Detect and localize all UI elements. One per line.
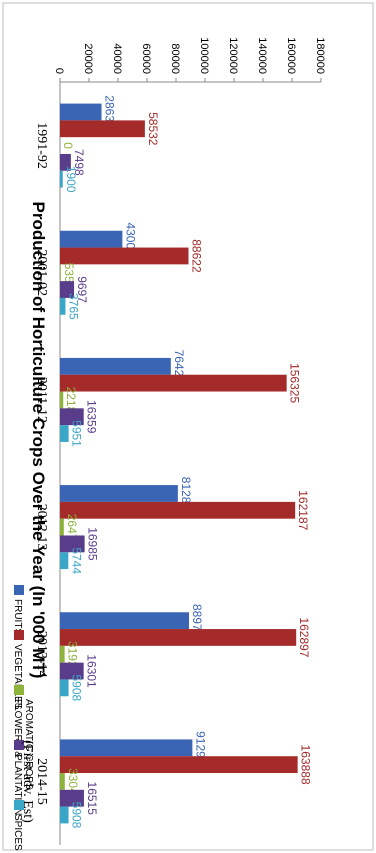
bar [59, 425, 69, 442]
bar-data-label: 156325 [288, 363, 302, 403]
bar [59, 281, 75, 298]
bar [60, 629, 297, 646]
legend-label: PLANTATIONCROPS [12, 754, 34, 815]
legend-label: FLOWERS &AROMATIC [12, 699, 34, 758]
bar-data-label: 162187 [296, 490, 310, 530]
bar [60, 264, 61, 282]
bar-data-label: 16515 [85, 782, 99, 816]
value-tick-label: 20000 [82, 43, 94, 74]
bar-data-label: 163888 [299, 745, 313, 785]
bar [59, 662, 84, 680]
legend-swatch [14, 740, 24, 750]
bar [59, 645, 65, 663]
bar-data-label: 3192 [66, 641, 80, 668]
bar-data-label: 5908 [70, 802, 84, 829]
legend-swatch [14, 685, 24, 695]
value-tick-label: 40000 [111, 43, 123, 74]
value-tick-label: 0 [53, 68, 65, 74]
legend-swatch [14, 630, 24, 640]
bar-data-label: 5908 [70, 674, 84, 701]
category-label: 2011-12 [34, 377, 49, 423]
bar-data-label: 162897 [297, 617, 311, 657]
bar [59, 552, 69, 570]
bar [60, 374, 287, 392]
bar [60, 756, 298, 774]
legend-label: FRUITS [12, 599, 23, 635]
chart-title: Production of Horticulture Crops Over th… [29, 202, 48, 679]
plot-area: 0 20000 40000 60000 80000 100000 120000 140000 1… [20, 37, 326, 845]
bar [59, 391, 64, 409]
bar-data-label: 7498 [72, 149, 86, 176]
bar-data-label: 1900 [64, 166, 78, 193]
legend-label: SPICES [12, 814, 23, 851]
bar-data-label: 58532 [146, 112, 160, 146]
value-tick-label: 160000 [285, 37, 297, 74]
bar [59, 103, 102, 121]
bar [59, 679, 69, 697]
bar [60, 297, 66, 315]
bar [60, 612, 190, 630]
bar [59, 518, 64, 536]
legend-swatch [14, 585, 24, 595]
value-tick-label: 80000 [169, 43, 181, 74]
bar [60, 230, 123, 248]
bar-data-label: 2647 [65, 514, 79, 541]
category-label: 2012-13 [34, 504, 49, 551]
bar [60, 408, 84, 426]
value-tick-label: 100000 [198, 37, 210, 74]
value-tick-label: 180000 [314, 37, 326, 74]
legend-swatch [14, 800, 24, 810]
value-tick-label: 120000 [227, 37, 239, 74]
bar-data-label: 3304 [66, 768, 80, 795]
bar-data-label: 2218 [64, 387, 78, 414]
category-label: 2013-14 [34, 631, 49, 678]
bar [60, 357, 171, 375]
bar [60, 247, 189, 265]
category-label: 2014-15(First adv. Est) [20, 740, 49, 823]
bar [59, 806, 69, 824]
legend-label: VEGETABLES [12, 644, 23, 710]
bar [59, 789, 84, 807]
bar-data-label: 9697 [75, 276, 89, 303]
chart-rotated-group: Production of Horticulture Crops Over th… [12, 37, 326, 851]
bar [60, 120, 145, 138]
bar-data-label: 535 [62, 263, 76, 283]
bar-data-label: 5951 [70, 420, 84, 447]
category-label: 2001-02 [34, 249, 49, 296]
bar [60, 170, 63, 188]
bar-data-label: 16301 [85, 654, 99, 688]
bar-data-label: 5744 [69, 547, 83, 574]
bar-data-label: 16359 [85, 400, 99, 434]
category-label: 1991-92 [34, 122, 49, 169]
bar [60, 153, 71, 171]
bar [59, 535, 85, 553]
bar-data-label: 88622 [190, 239, 204, 273]
value-tick-label: 60000 [140, 43, 152, 74]
bar [60, 501, 296, 519]
bar-data-label: 3765 [66, 293, 80, 320]
bar-data-label: 16985 [86, 527, 100, 561]
bar [60, 485, 178, 502]
value-tick-label: 140000 [256, 37, 268, 74]
bar-data-label: 0 [61, 142, 75, 149]
bar [60, 739, 193, 757]
bar [60, 773, 65, 790]
